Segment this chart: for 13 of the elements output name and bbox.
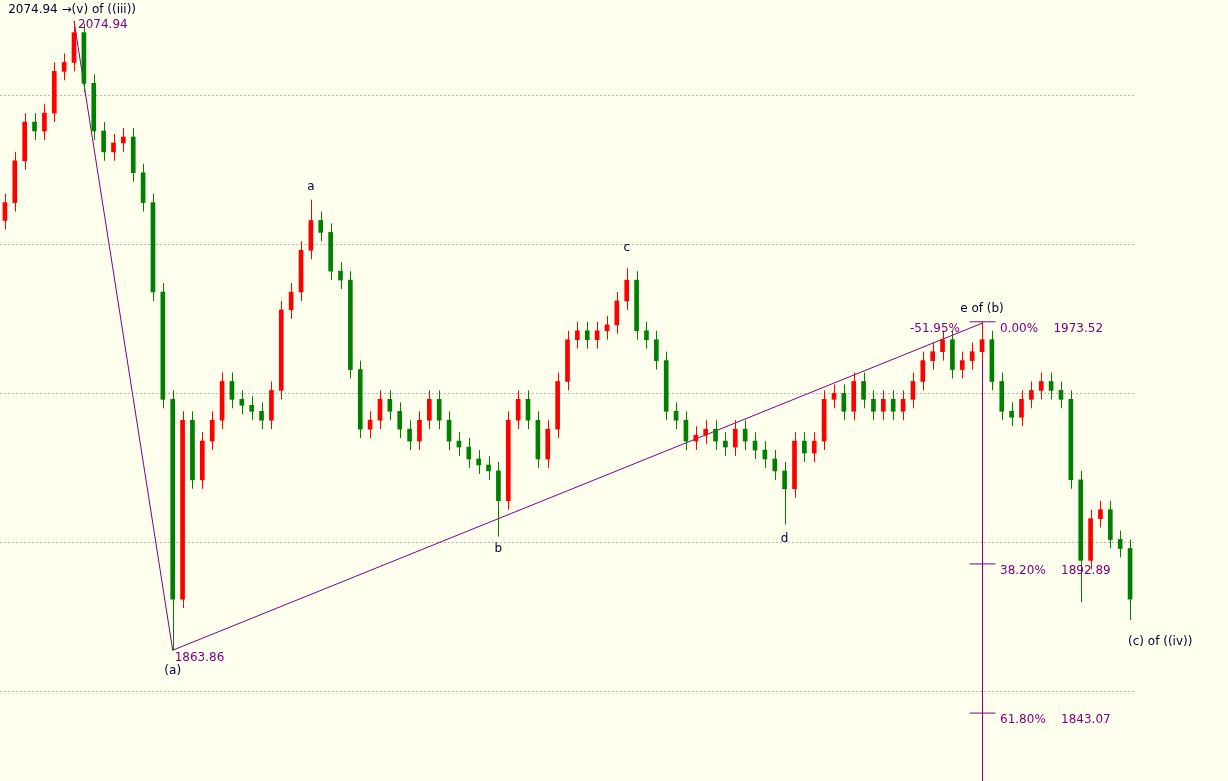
annotation: d (780, 530, 789, 545)
annotation: c (623, 240, 631, 255)
text: 61.80% 1843.07 (1000, 712, 1111, 727)
annotation: a (307, 178, 315, 193)
annotation: e of (b) (960, 301, 1004, 316)
annotation: 2074.94 →(v) of ((iii)) (8, 2, 137, 16)
annotation: b (494, 540, 503, 555)
annotation: 2074.94 (78, 17, 128, 32)
annotation: (a) (164, 663, 182, 678)
annotation: -51.95% (909, 320, 961, 335)
annotation: 0.00% 1973.52 (1000, 320, 1104, 335)
annotation: 1863.86 (174, 649, 225, 664)
annotation: (c) of ((iv)) (1128, 634, 1193, 649)
